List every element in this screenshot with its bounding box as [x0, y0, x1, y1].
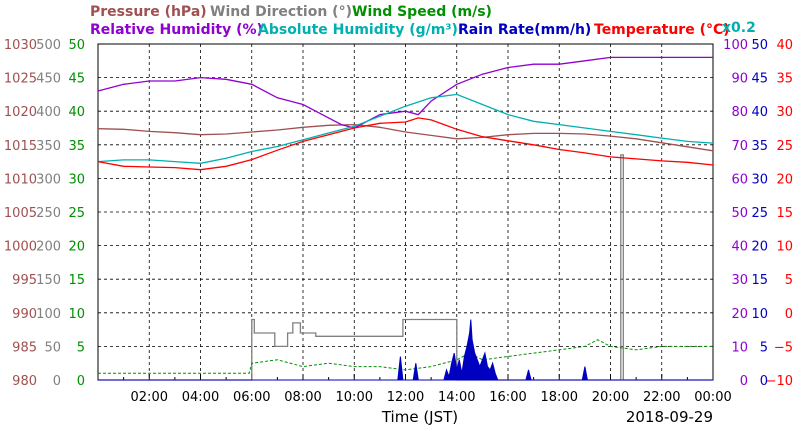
wind_direction-tick-label: 100: [36, 307, 61, 322]
pressure-tick-label: 980: [12, 374, 37, 389]
x-tick-label: 16:00: [489, 390, 526, 405]
x-tick-label: 20:00: [592, 390, 629, 405]
temperature-tick-label: −5: [774, 340, 793, 355]
wind_speed-tick-label: 5: [77, 340, 85, 355]
pressure-tick-label: 1015: [4, 139, 37, 154]
rain_rate-tick-label: 10: [751, 307, 768, 322]
series-layer: [97, 56, 714, 381]
relative_humidity-tick-label: 20: [731, 307, 748, 322]
pressure-tick-label: 1005: [4, 206, 37, 221]
series-rain-rate-mm-h: [98, 319, 713, 381]
wind_speed-tick-label: 45: [68, 72, 85, 87]
temperature-tick-label: 30: [776, 105, 793, 120]
pressure-tick-label: 1020: [4, 105, 37, 120]
wind_speed-tick-label: 50: [68, 38, 85, 53]
rain_rate-tick-label: 15: [751, 273, 768, 288]
pressure-tick-label: 1030: [4, 38, 37, 53]
pressure-tick-label: 985: [12, 340, 37, 355]
wind_speed-tick-label: 0: [77, 374, 85, 389]
legend-wind-direction: Wind Direction (°): [210, 4, 352, 20]
series-pressure-hpa: [97, 123, 714, 152]
x-tick-label: 02:00: [131, 390, 168, 405]
x-tick-label: 10:00: [336, 390, 373, 405]
x-tick-label: 22:00: [643, 390, 680, 405]
rain_rate-tick-label: 35: [751, 139, 768, 154]
wind_direction-tick-label: 500: [36, 38, 61, 53]
x-tick-label: 08:00: [284, 390, 321, 405]
x-tick-label: 14:00: [438, 390, 475, 405]
series-absolute-humidity-g-m: [97, 93, 714, 164]
relative_humidity-tick-label: 70: [731, 139, 748, 154]
temperature-tick-label: 15: [776, 206, 793, 221]
x-tick-label: 04:00: [182, 390, 219, 405]
wind_speed-tick-label: 25: [68, 206, 85, 221]
temperature-tick-label: 0: [785, 307, 793, 322]
relative_humidity-tick-label: 30: [731, 273, 748, 288]
temperature-tick-label: 20: [776, 172, 793, 187]
pressure-tick-label: 1025: [4, 72, 37, 87]
temperature-tick-label: 25: [776, 139, 793, 154]
temperature-tick-label: 35: [776, 72, 793, 87]
wind_direction-tick-label: 150: [36, 273, 61, 288]
wind_direction-tick-label: 50: [44, 340, 61, 355]
relative_humidity-tick-label: 40: [731, 240, 748, 255]
x-tick-label: 18:00: [541, 390, 578, 405]
x-tick-label: 06:00: [233, 390, 270, 405]
relative_humidity-tick-label: 100: [723, 38, 748, 53]
temperature-tick-label: 40: [776, 38, 793, 53]
relative_humidity-tick-label: 90: [731, 72, 748, 87]
rain_rate-tick-label: 50: [751, 38, 768, 53]
temperature-tick-label: 10: [776, 240, 793, 255]
wind_direction-tick-label: 250: [36, 206, 61, 221]
rain_rate-tick-label: 45: [751, 72, 768, 87]
wind_speed-tick-label: 30: [68, 172, 85, 187]
wind_direction-tick-label: 300: [36, 172, 61, 187]
relative_humidity-tick-label: 60: [731, 172, 748, 187]
rain_rate-tick-label: 40: [751, 105, 768, 120]
rain_rate-tick-label: 25: [751, 206, 768, 221]
rain_rate-tick-label: 30: [751, 172, 768, 187]
x-tick-label: 00:00: [694, 390, 731, 405]
temperature-tick-label: 5: [785, 273, 793, 288]
wind_speed-tick-label: 10: [68, 307, 85, 322]
legend-pressure: Pressure (hPa): [90, 4, 207, 20]
relative_humidity-tick-label: 0: [740, 374, 748, 389]
legend-rain-rate: Rain Rate(mm/h): [458, 22, 591, 38]
wind_direction-tick-label: 350: [36, 139, 61, 154]
legend-absolute-humidity: Absolute Humidity (g/m³): [258, 22, 458, 38]
wind_speed-tick-label: 35: [68, 139, 85, 154]
pressure-tick-label: 990: [12, 307, 37, 322]
series-temperature-c: [97, 117, 714, 171]
rain_rate-tick-label: 0: [760, 374, 768, 389]
wind_speed-tick-label: 20: [68, 240, 85, 255]
rain_rate-tick-label: 20: [751, 240, 768, 255]
pressure-tick-label: 1010: [4, 172, 37, 187]
legend-wind-speed: Wind Speed (m/s): [352, 4, 492, 20]
wind_direction-tick-label: 200: [36, 240, 61, 255]
x-axis-label: Time (JST): [381, 408, 458, 426]
wind_speed-tick-label: 40: [68, 105, 85, 120]
legend-temperature: Temperature (°C): [594, 22, 730, 38]
pressure-tick-label: 1000: [4, 240, 37, 255]
x-tick-label: 12:00: [387, 390, 424, 405]
wind_direction-tick-label: 450: [36, 72, 61, 87]
temperature-tick-label: −10: [766, 374, 793, 389]
relative_humidity-tick-label: 80: [731, 105, 748, 120]
axis-layer: 02:00 04:00 06:00 08:00 10:00 12:00 14:00 16:00…: [4, 38, 793, 405]
date-label: 2018-09-29: [626, 408, 713, 426]
series-relative-humidity: [97, 56, 713, 129]
wind_direction-tick-label: 0: [53, 374, 61, 389]
relative_humidity-tick-label: 10: [731, 340, 748, 355]
rain_rate-tick-label: 5: [760, 340, 768, 355]
series-wind-speed-m-s: [98, 339, 713, 374]
wind_speed-tick-label: 15: [68, 273, 85, 288]
wind_direction-tick-label: 400: [36, 105, 61, 120]
pressure-tick-label: 995: [12, 273, 37, 288]
relative_humidity-tick-label: 50: [731, 206, 748, 221]
legend-relative-humidity: Relative Humidity (%): [90, 22, 263, 38]
legend-abs-humidity-multiplier: x0.2: [722, 20, 756, 36]
